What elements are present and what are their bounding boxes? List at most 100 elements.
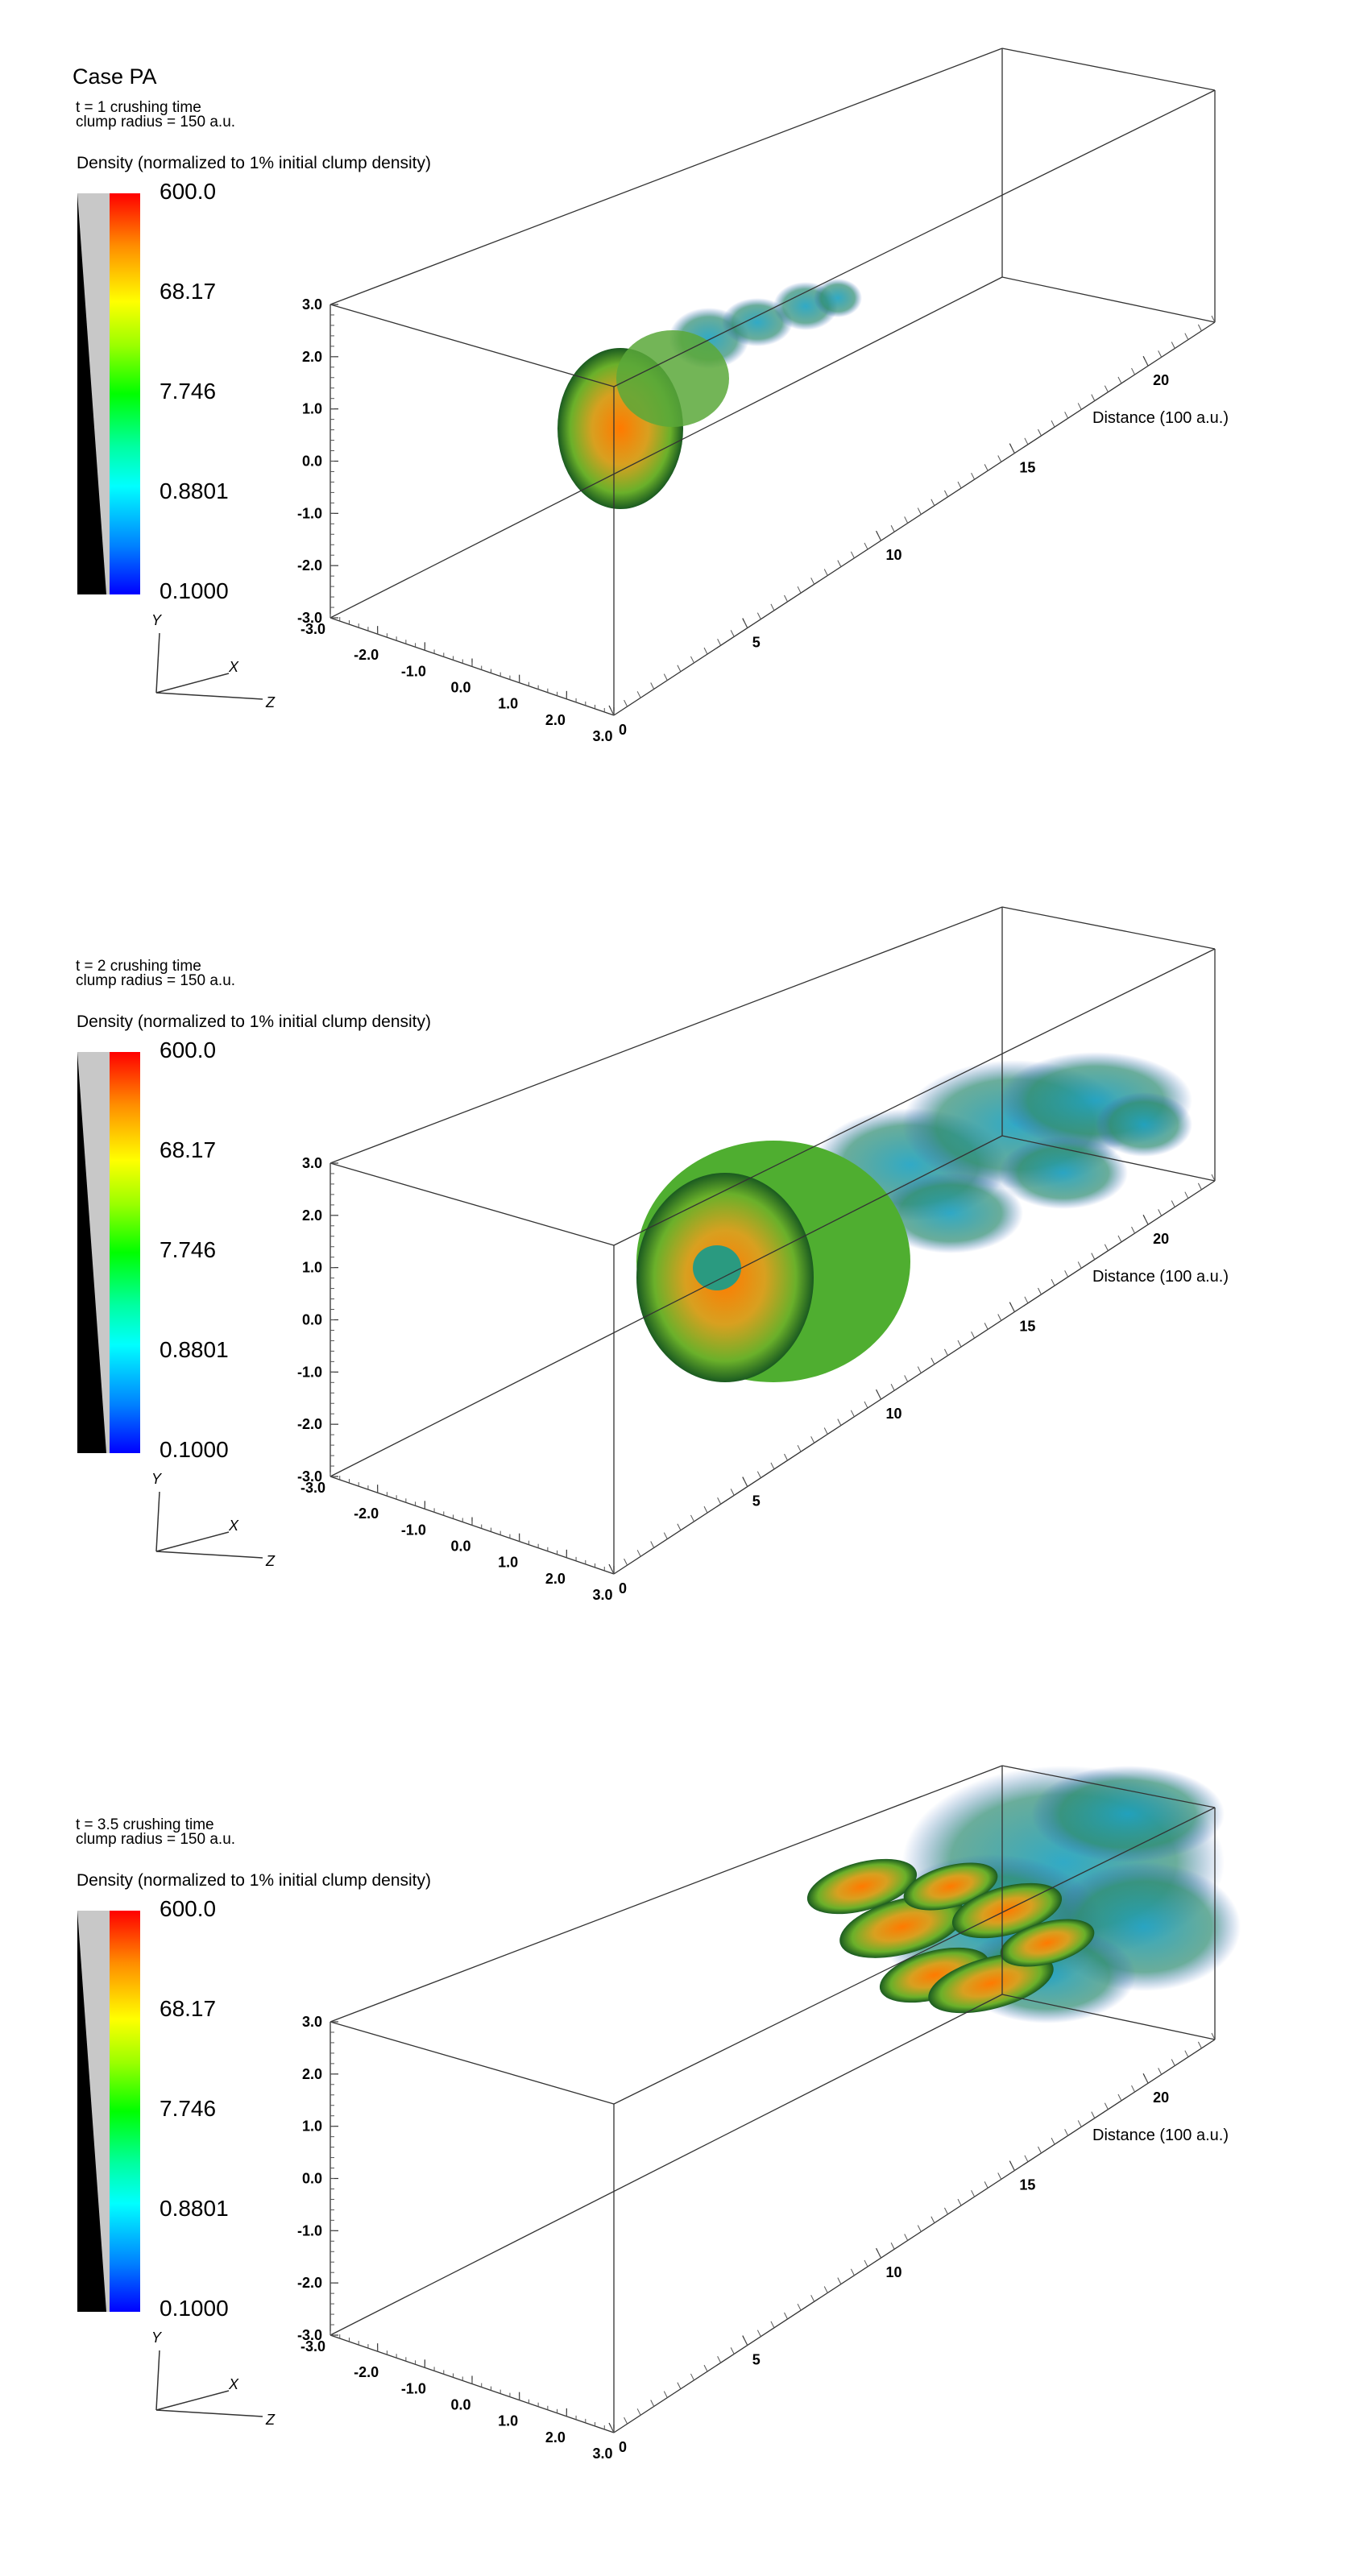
time-label: t = 3.5 crushing time (76, 1816, 214, 1833)
opacity-ramp (77, 1052, 110, 1453)
x-tick-label: 2.0 (545, 1571, 566, 1587)
z-minor-tick (1064, 2129, 1069, 2136)
z-minor-tick (877, 1392, 882, 1400)
z-minor-tick (784, 2312, 788, 2320)
density-wake (814, 279, 862, 317)
triad-x-axis (155, 2390, 230, 2411)
z-minor-tick (624, 2417, 628, 2425)
x-tick-label: -3.0 (300, 2338, 325, 2354)
z-minor-tick (650, 1541, 655, 1548)
z-minor-tick (1171, 1200, 1175, 1207)
z-minor-tick (1158, 2068, 1163, 2075)
y-tick-label: 1.0 (302, 1260, 322, 1276)
z-minor-tick (1104, 2102, 1109, 2110)
z-minor-tick (730, 2347, 735, 2354)
z-minor-tick (971, 2189, 976, 2197)
z-minor-tick (677, 1523, 682, 1531)
z-minor-tick (690, 656, 694, 664)
box-edge (329, 1135, 1003, 1477)
z-minor-tick (943, 490, 948, 498)
colorbar-title: Density (normalized to 1% initial clump … (77, 154, 432, 172)
z-minor-tick (957, 2198, 962, 2206)
z-minor-tick (957, 1340, 962, 1348)
panel-t3: t = 3.5 crushing time clump radius = 150… (0, 1717, 1347, 2576)
z-minor-tick (624, 699, 628, 707)
colorbar-label: 68.17 (160, 279, 217, 304)
z-minor-tick (1144, 2076, 1149, 2084)
time-label: t = 1 crushing time (76, 99, 201, 116)
z-minor-tick (1144, 1217, 1149, 1225)
y-tick-label: 3.0 (302, 1155, 322, 1171)
radius-label: clump radius = 150 a.u. (76, 1831, 236, 1848)
density-wake (878, 1173, 1023, 1253)
z-minor-tick (1051, 2137, 1055, 2145)
density-finger (1000, 1919, 1095, 1967)
z-minor-tick (703, 2364, 708, 2372)
triad-z-axis (155, 692, 263, 700)
z-minor-tick (823, 569, 828, 576)
z-minor-tick (610, 708, 615, 716)
y-tick-label: -1.0 (297, 1364, 322, 1380)
z-minor-tick (877, 533, 882, 541)
box-edge (329, 48, 1003, 305)
colorbar (110, 1052, 140, 1453)
x-tick-label: 1.0 (498, 696, 518, 712)
density-wake (999, 1137, 1128, 1209)
density-wake (1096, 1092, 1192, 1157)
z-minor-tick (850, 551, 855, 559)
z-minor-tick (810, 2295, 815, 2302)
triad-z-axis (155, 1551, 263, 1559)
z-minor-tick (1077, 2120, 1082, 2127)
box-edge (329, 304, 615, 387)
z-minor-tick (1051, 1278, 1055, 1286)
radius-label: clump radius = 150 a.u. (76, 972, 236, 989)
x-tick-label: 2.0 (545, 2429, 566, 2446)
z-minor-tick (1184, 333, 1189, 340)
z-minor-tick (744, 1480, 748, 1487)
z-minor-tick (957, 481, 962, 489)
z-tick-label: 15 (1019, 2177, 1035, 2193)
density-finger (928, 1953, 1054, 2014)
y-tick-label: -2.0 (297, 1416, 322, 1432)
z-minor-tick (1104, 1244, 1109, 1251)
z-tick-label: 20 (1153, 2089, 1169, 2106)
z-tick-label: 5 (752, 635, 761, 651)
triad-x-axis (155, 673, 230, 694)
z-minor-tick (1077, 1261, 1082, 1269)
triad-x-label: X (229, 2376, 239, 2392)
colorbar-label: 0.1000 (160, 1437, 229, 1462)
x-tick-label: -1.0 (401, 2380, 426, 2396)
colorbar-label: 68.17 (160, 1137, 217, 1162)
z-minor-tick (1077, 403, 1082, 410)
x-tick-label: 1.0 (498, 1555, 518, 1571)
box-edge (613, 2039, 1216, 2433)
box-edge (1001, 1765, 1216, 1808)
z-minor-tick (984, 1323, 988, 1330)
box-edge (1001, 906, 1216, 950)
z-minor-tick (690, 1514, 694, 1522)
z-minor-tick (997, 2172, 1002, 2180)
z-minor-tick (1197, 324, 1202, 332)
z-minor-tick (1171, 342, 1175, 349)
z-minor-tick (756, 1471, 761, 1478)
colorbar-label: 600.0 (160, 1896, 217, 1921)
colorbar-title: Density (normalized to 1% initial clump … (77, 1013, 432, 1031)
density-finger (806, 1858, 918, 1915)
z-minor-tick (1197, 1182, 1202, 1191)
z-minor-tick (1064, 1270, 1069, 1278)
x-tick-label: 1.0 (498, 2413, 518, 2429)
z-minor-tick (1024, 437, 1029, 445)
z-minor-tick (890, 1384, 895, 1391)
panel-t1: t = 1 crushing time clump radius = 150 a… (0, 0, 1347, 859)
colorbar-label: 600.0 (160, 179, 217, 204)
time-label: t = 2 crushing time (76, 958, 201, 975)
y-tick-label: 2.0 (302, 349, 322, 365)
y-tick-label: -2.0 (297, 557, 322, 574)
z-minor-tick (997, 1314, 1002, 1321)
z-minor-tick (1051, 420, 1055, 428)
colorbar-label: 7.746 (160, 1237, 217, 1262)
z-minor-tick (770, 2321, 775, 2329)
z-minor-tick (610, 2425, 615, 2433)
x-tick-label: 0.0 (450, 1539, 470, 1555)
bounding-box: 3.0 2.0 1.0 0.0 -1.0 -2.0 -3.0 -2.0 -1.0 0.0 1.0 2.… (155, 906, 1229, 1603)
